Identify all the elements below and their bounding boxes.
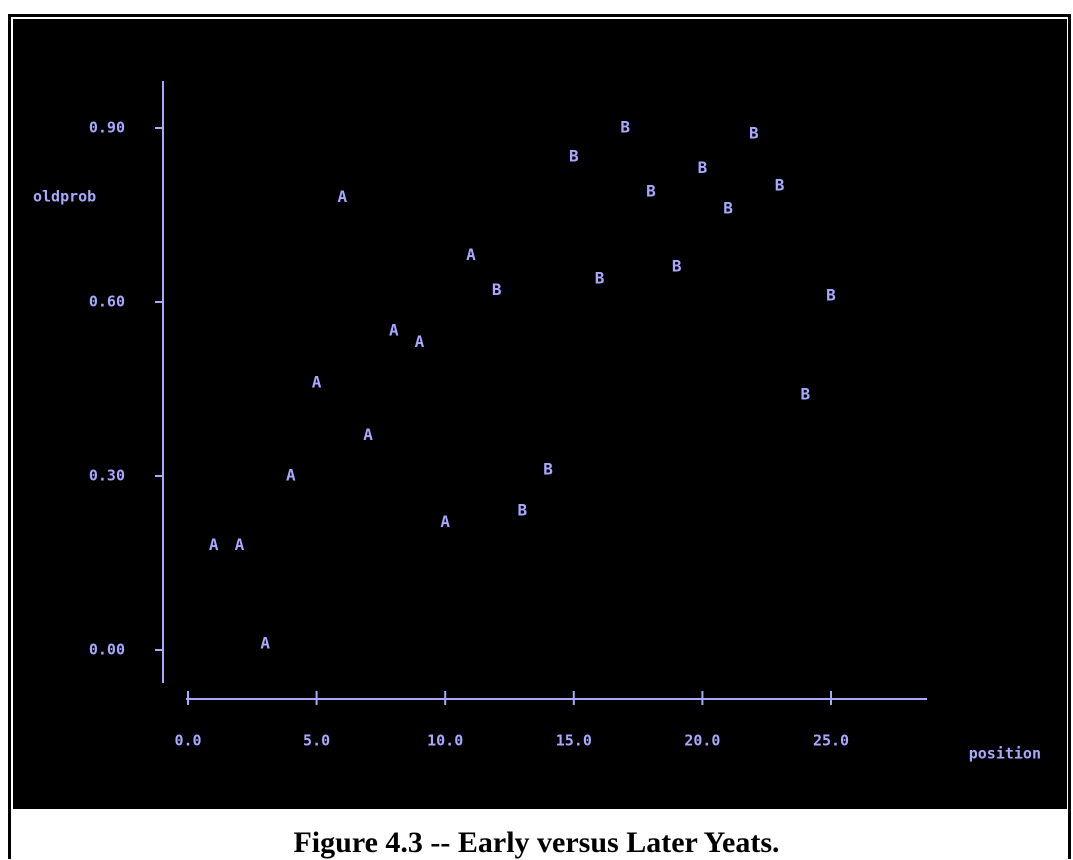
data-point-a: A — [363, 425, 373, 444]
data-point-b: B — [775, 176, 785, 195]
data-point-b: B — [595, 268, 605, 287]
data-point-a: A — [389, 321, 399, 340]
data-point-a: A — [312, 373, 322, 392]
data-point-a: A — [235, 535, 245, 554]
data-point-a: A — [337, 187, 347, 206]
x-tick-label: 25.0 — [813, 732, 849, 750]
data-point-b: B — [492, 280, 502, 299]
data-point-b: B — [543, 460, 553, 479]
x-tick-label: 15.0 — [556, 732, 592, 750]
y-tick-label: 0.30 — [89, 467, 125, 485]
y-axis-label: oldprob — [33, 188, 96, 206]
y-tick-label: 0.60 — [89, 293, 125, 311]
data-point-b: B — [800, 384, 810, 403]
data-point-a: A — [286, 466, 296, 485]
data-point-b: B — [698, 158, 708, 177]
data-point-a: A — [466, 245, 476, 264]
scatter-plot: 0.00 0.30 0.60 0.90 oldprob 0.0 5.0 10.0 15.0 20.… — [33, 81, 1041, 763]
data-point-a: A — [260, 634, 270, 653]
data-point-b: B — [518, 500, 528, 519]
data-point-a: A — [440, 512, 450, 531]
y-tick-label: 0.90 — [89, 119, 125, 137]
x-tick-label: 20.0 — [684, 732, 720, 750]
chart-area: 0.00 0.30 0.60 0.90 oldprob 0.0 5.0 10.0 15.0 20.… — [13, 19, 1067, 809]
data-point-b: B — [569, 147, 579, 166]
data-point-b: B — [620, 118, 630, 137]
data-point-b: B — [826, 286, 836, 305]
data-point-b: B — [672, 257, 682, 276]
data-point-b: B — [646, 181, 656, 200]
data-point-b: B — [723, 199, 733, 218]
figure-caption: Figure 4.3 -- Early versus Later Yeats. — [293, 826, 780, 859]
x-tick-label: 5.0 — [303, 732, 330, 750]
data-point-a: A — [209, 535, 219, 554]
y-tick-label: 0.00 — [89, 641, 125, 659]
data-point-a: A — [415, 332, 425, 351]
x-axis-label: position — [969, 745, 1041, 763]
data-point-b: B — [749, 123, 759, 142]
x-tick-label: 0.0 — [174, 732, 201, 750]
x-tick-label: 10.0 — [427, 732, 463, 750]
